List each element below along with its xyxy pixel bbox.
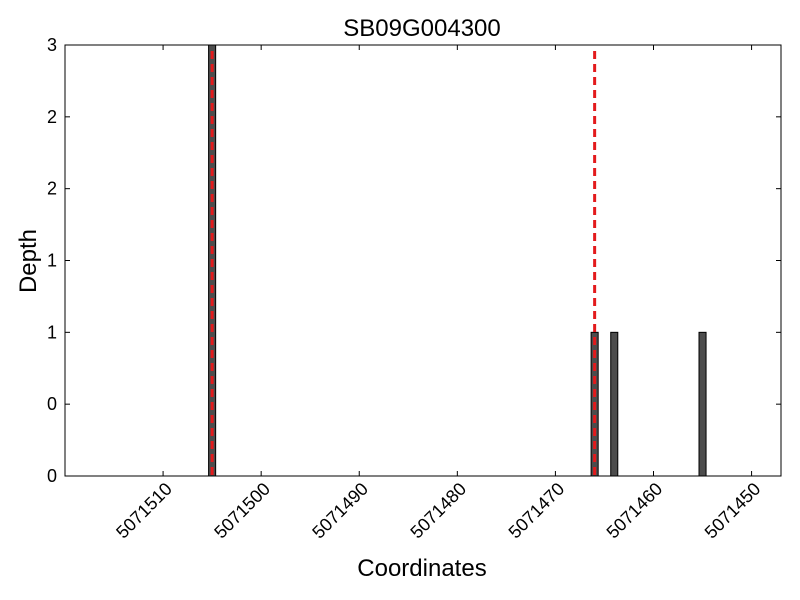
y-tick-label: 1: [47, 322, 57, 342]
x-tick-label: 5071450: [701, 479, 765, 543]
y-tick-label: 0: [47, 394, 57, 414]
chart-title: SB09G004300: [343, 15, 500, 42]
y-tick-label: 2: [47, 107, 57, 127]
plot-frame: [64, 44, 782, 477]
bar: [610, 331, 619, 477]
x-tick-label: 5071490: [308, 479, 372, 543]
bar: [698, 331, 707, 477]
bars-layer: [208, 44, 707, 477]
x-tick-label: 5071460: [603, 479, 667, 543]
x-tick-label: 5071480: [406, 479, 470, 543]
y-tick-label: 3: [47, 35, 57, 55]
x-axis-label: Coordinates: [357, 555, 486, 582]
x-tick-label: 5071510: [112, 479, 176, 543]
x-tick-label: 5071470: [505, 479, 569, 543]
y-tick-label: 2: [47, 179, 57, 199]
y-tick-label: 0: [47, 466, 57, 486]
x-tick-label: 5071500: [210, 479, 274, 543]
reference-lines-layer: [210, 51, 597, 476]
y-axis-label: Depth: [15, 229, 42, 293]
y-axis-ticks: 0 0 1 1 2 2 3: [47, 35, 781, 486]
y-tick-label: 1: [47, 251, 57, 271]
